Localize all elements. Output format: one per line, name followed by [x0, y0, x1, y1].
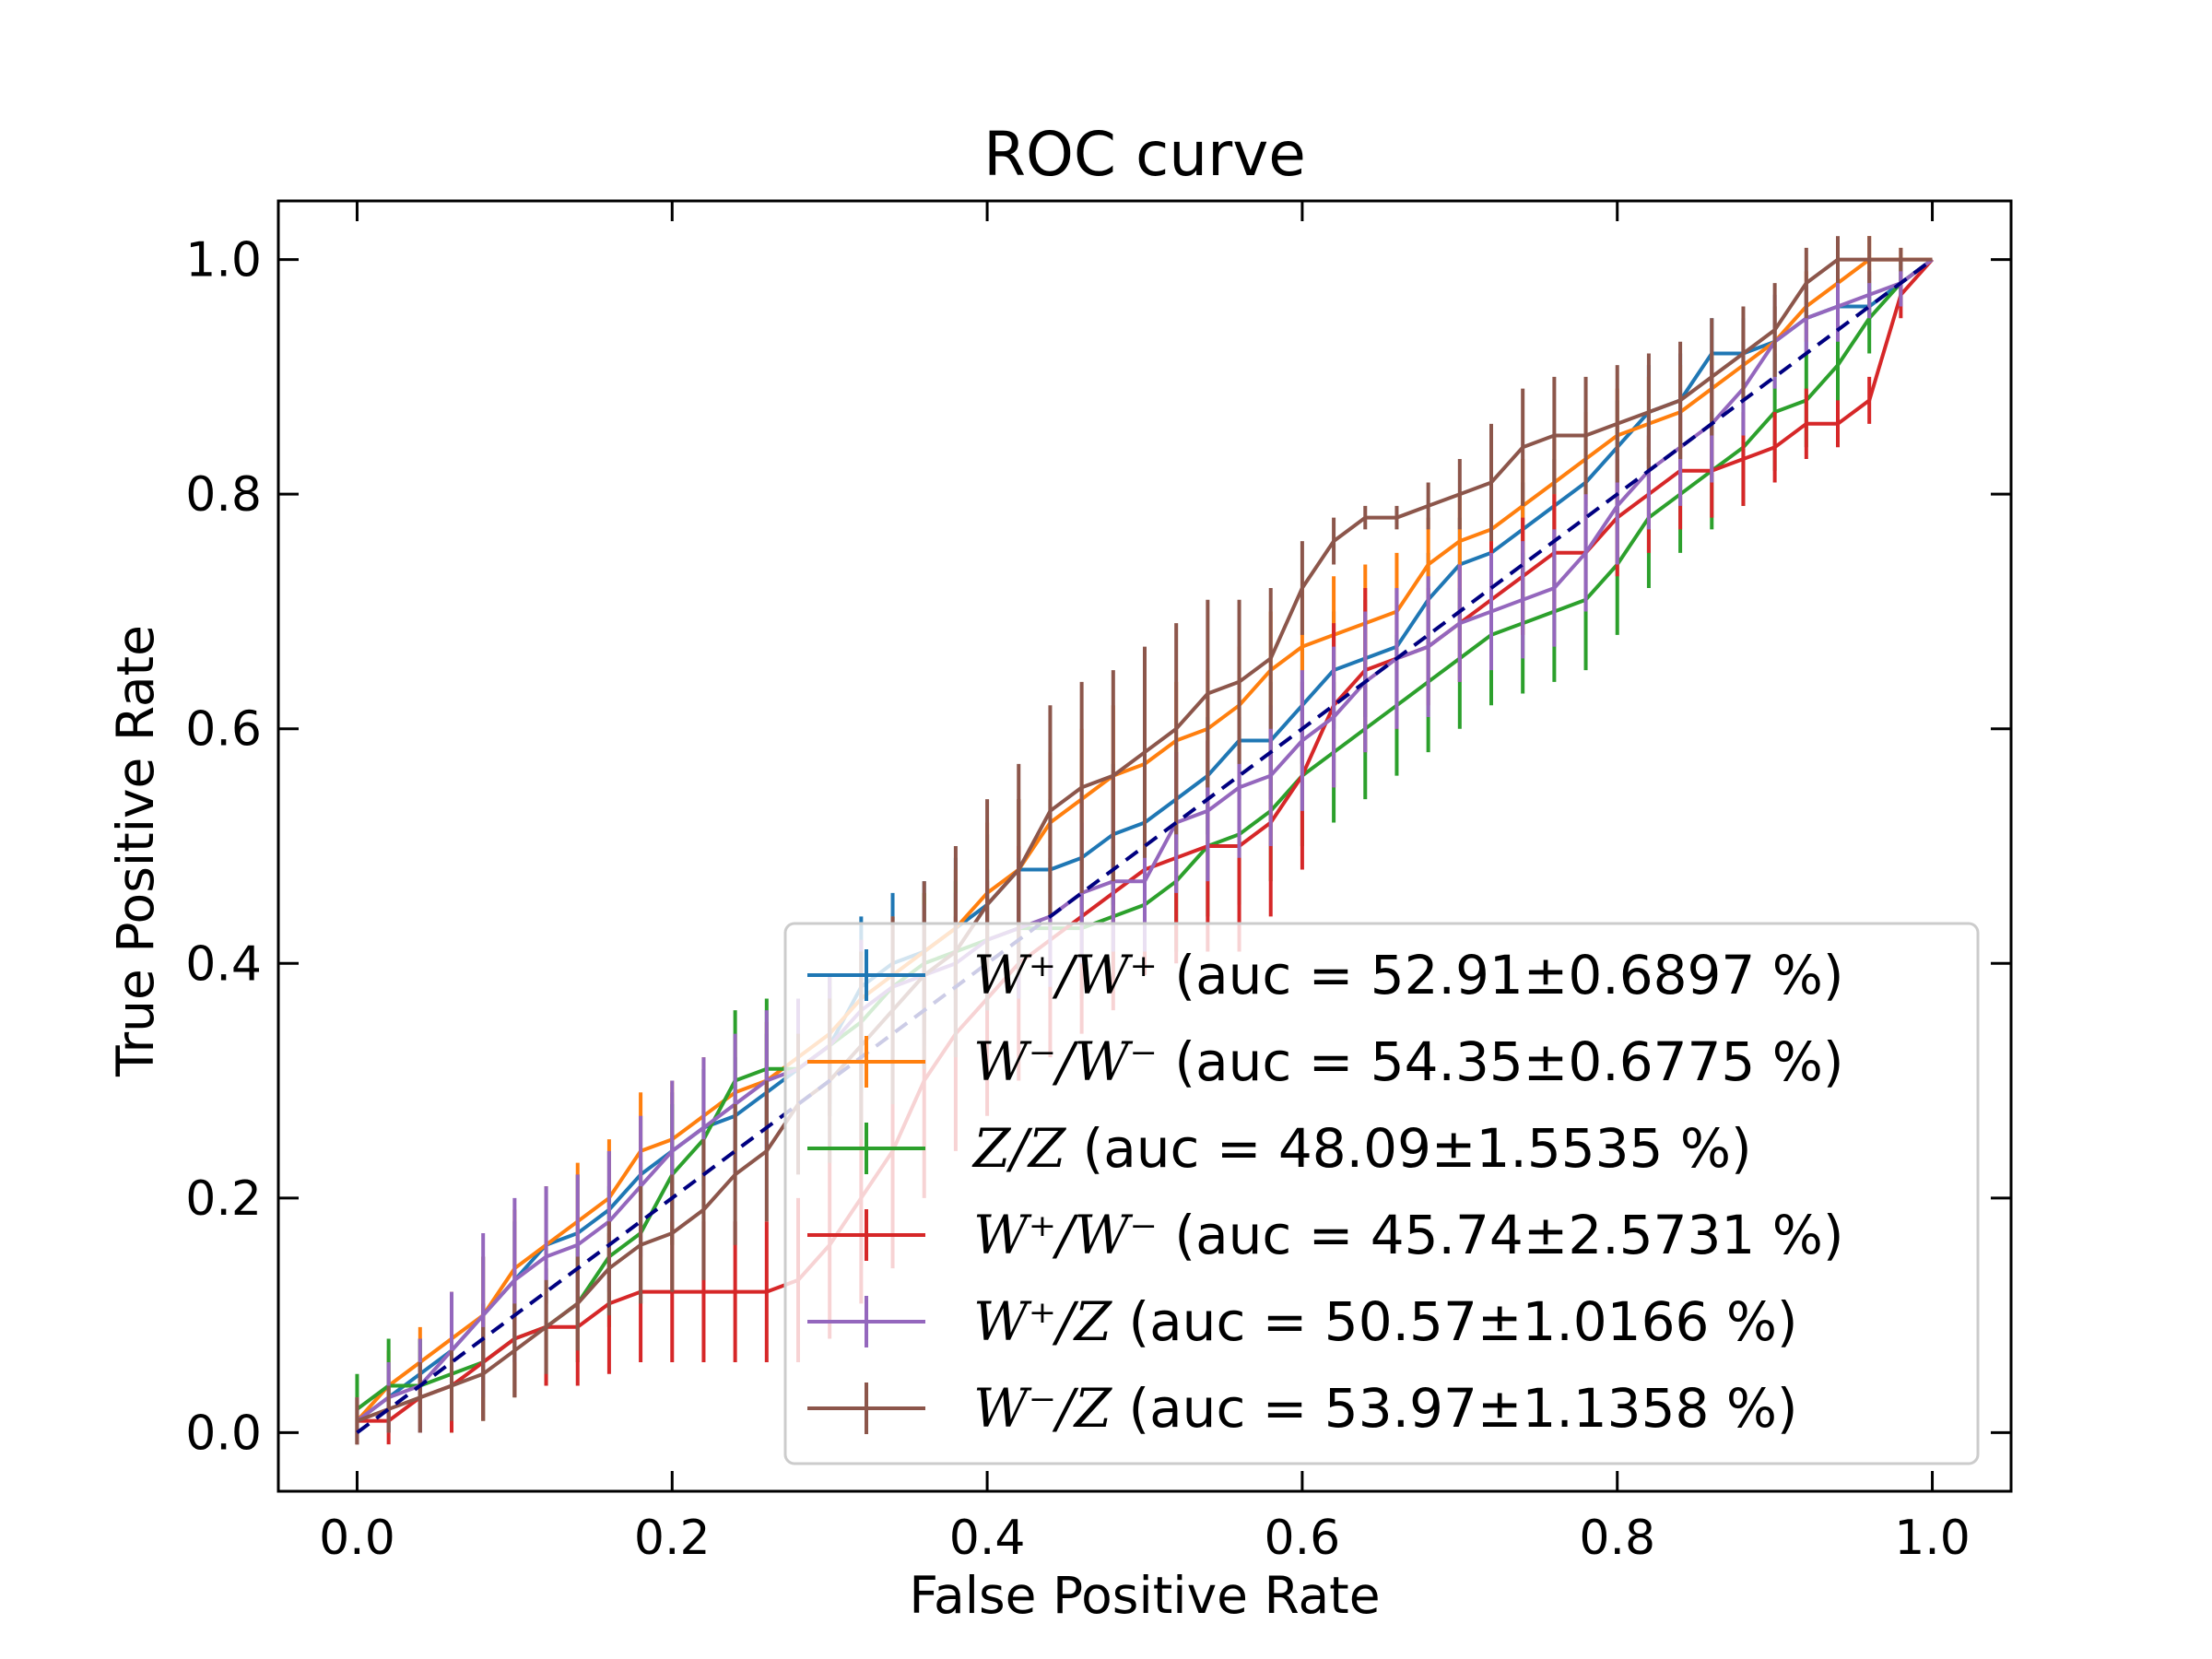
x-tick-label: 1.0 [1894, 1511, 1971, 1566]
x-axis-label: False Positive Rate [909, 1566, 1380, 1625]
y-axis-label: True Positive Rate [106, 625, 165, 1077]
legend-item-5: W⁺/Z (auc = 50.57±1.0166 %) [807, 1290, 1798, 1353]
legend-item-6: W⁻/Z (auc = 53.97±1.1358 %) [807, 1377, 1798, 1440]
chart-title: ROC curve [983, 119, 1306, 190]
legend-item-3: Z/Z (auc = 48.09±1.5535 %) [807, 1117, 1752, 1180]
y-tick-label: 0.6 [185, 702, 262, 758]
y-tick-label: 1.0 [185, 233, 262, 288]
x-tick-label: 0.6 [1265, 1511, 1341, 1566]
legend: W⁺/W⁺ (auc = 52.91±0.6897 %) W⁻/W⁻ (auc =… [783, 922, 1980, 1465]
legend-label: Z/Z (auc = 48.09±1.5535 %) [971, 1117, 1752, 1180]
legend-box [783, 922, 1980, 1465]
y-tick-label: 0.2 [185, 1171, 262, 1227]
x-tick-label: 0.2 [634, 1511, 711, 1566]
legend-label: W⁺/W⁻ (auc = 45.74±2.5731 %) [973, 1204, 1843, 1266]
legend-label: W⁺/W⁺ (auc = 52.91±0.6897 %) [973, 944, 1843, 1006]
x-tick-label: 0.4 [949, 1511, 1026, 1566]
y-tick-label: 0.0 [185, 1406, 262, 1461]
reference-diagonal-line [356, 258, 1934, 1434]
y-tick-label: 0.4 [185, 936, 262, 992]
legend-item-2: W⁻/W⁻ (auc = 54.35±0.6775 %) [807, 1030, 1843, 1093]
legend-label: W⁻/W⁻ (auc = 54.35±0.6775 %) [973, 1030, 1843, 1093]
y-tick-label: 0.8 [185, 467, 262, 523]
x-tick-label: 0.8 [1579, 1511, 1655, 1566]
legend-label: W⁺/Z (auc = 50.57±1.0166 %) [973, 1290, 1798, 1353]
x-tick-label: 0.0 [319, 1511, 395, 1566]
axes-frame [276, 199, 2013, 1493]
legend-item-1: W⁺/W⁺ (auc = 52.91±0.6897 %) [807, 944, 1843, 1006]
legend-label: W⁻/Z (auc = 53.97±1.1358 %) [973, 1377, 1798, 1440]
series-line [356, 257, 1933, 1423]
legend-item-4: W⁺/W⁻ (auc = 45.74±2.5731 %) [807, 1204, 1843, 1266]
